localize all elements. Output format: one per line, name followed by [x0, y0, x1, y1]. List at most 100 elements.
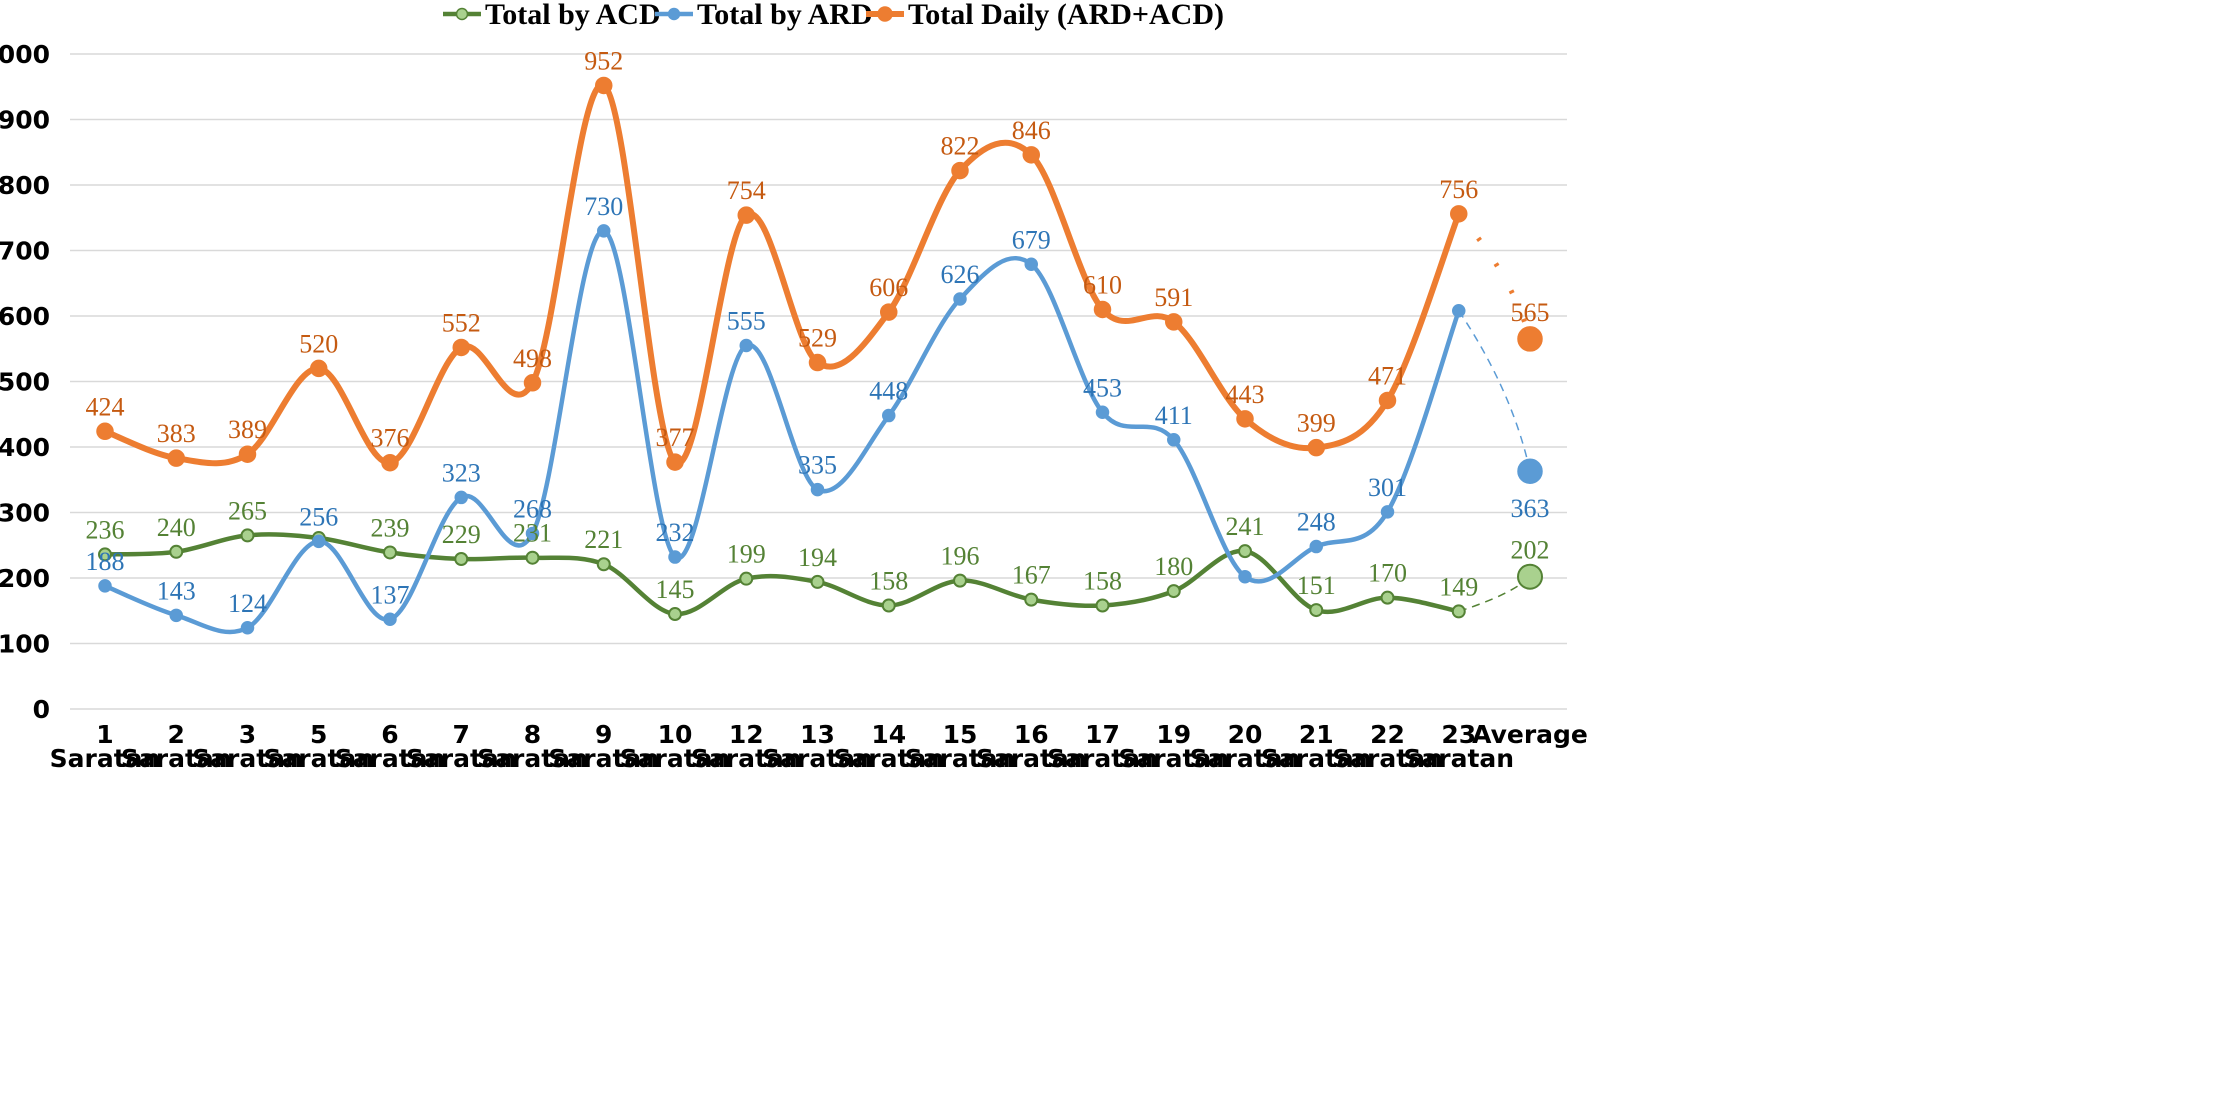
- data-label-total-by-acd: 170: [1368, 559, 1407, 588]
- data-point-total-daily-ard-acd: [1236, 410, 1254, 428]
- data-label-total-by-acd: 196: [941, 542, 980, 571]
- data-point-total-by-ard: [953, 292, 967, 306]
- data-point-total-daily-ard-acd: [1022, 146, 1040, 164]
- data-point-total-by-ard: [597, 224, 611, 238]
- data-labels: 236 240 265 239 229 231 221 145 199 194 158 196 167 1…: [86, 46, 1550, 617]
- data-label-total-daily-ard-acd: 610: [1083, 270, 1122, 299]
- data-label-total-daily-ard-acd: 952: [584, 46, 623, 75]
- x-tick-label-line2: Saratan: [335, 744, 446, 773]
- average-connector-total-by-ard: [1458, 310, 1531, 472]
- data-label-total-by-acd: 202: [1511, 536, 1550, 565]
- x-tick-label-line2: Saratan: [263, 744, 374, 773]
- data-label-total-by-ard: 301: [1368, 473, 1407, 502]
- x-tick-label: 9: [595, 720, 612, 749]
- x-tick-label-line2: Saratan: [477, 744, 588, 773]
- data-label-total-daily-ard-acd: 756: [1439, 175, 1478, 204]
- x-tick-label: 12: [729, 720, 764, 749]
- data-point-total-by-ard: [1024, 257, 1038, 272]
- x-tick-label-line2: Saratan: [1118, 744, 1229, 773]
- data-label-total-by-ard: 411: [1155, 401, 1193, 430]
- data-label-total-by-ard: 730: [584, 192, 623, 221]
- data-label-total-daily-ard-acd: 822: [941, 132, 980, 161]
- data-point-total-by-acd: [739, 571, 754, 586]
- x-tick-label: 3: [239, 720, 256, 749]
- x-tick-label: 20: [1228, 720, 1263, 749]
- data-label-total-by-acd: 240: [157, 513, 196, 542]
- data-label-total-by-acd: 149: [1439, 572, 1478, 601]
- data-label-total-by-acd: 158: [1083, 567, 1122, 596]
- x-tick-label: 8: [524, 720, 541, 749]
- x-tick-label: 15: [943, 720, 978, 749]
- legend-marker-total-by-ard: [667, 7, 681, 21]
- x-tick-label-line2: Saratan: [762, 744, 873, 773]
- data-label-total-by-ard: 679: [1012, 225, 1051, 254]
- x-tick-label-line2: Saratan: [976, 744, 1087, 773]
- x-tick-label: 10: [658, 720, 693, 749]
- x-tick-label: 7: [453, 720, 470, 749]
- data-point-total-by-ard: [1238, 569, 1252, 584]
- data-point-total-by-acd: [1517, 563, 1543, 590]
- x-tick-label-line2: Saratan: [1190, 744, 1301, 773]
- data-label-total-by-acd: 158: [869, 567, 908, 596]
- y-axis-ticks: 0 100 200 300 400 500 600 700 800 900 1000: [0, 40, 50, 724]
- x-tick-label: 16: [1014, 720, 1049, 749]
- data-point-total-by-acd: [1024, 592, 1039, 607]
- data-label-total-daily-ard-acd: 376: [371, 424, 410, 453]
- data-point-total-by-ard: [240, 621, 255, 635]
- data-point-total-by-acd: [953, 573, 967, 588]
- data-point-total-daily-ard-acd: [808, 353, 827, 372]
- data-label-total-by-acd: 151: [1297, 571, 1336, 600]
- data-label-total-by-acd: 231: [513, 519, 552, 548]
- data-point-total-daily-ard-acd: [1378, 391, 1397, 410]
- legend-label-total-by-ard: Total by ARD: [697, 0, 873, 31]
- x-tick-label: 2: [168, 720, 185, 749]
- data-label-total-daily-ard-acd: 520: [299, 329, 338, 358]
- y-tick-label: 700: [0, 237, 50, 266]
- data-point-total-by-acd: [1309, 603, 1324, 618]
- data-label-total-daily-ard-acd: 498: [513, 344, 552, 373]
- data-point-total-by-acd: [1095, 598, 1110, 613]
- y-tick-label: 500: [0, 368, 50, 397]
- data-point-total-by-ard: [1095, 405, 1110, 420]
- data-point-total-daily-ard-acd: [666, 453, 684, 471]
- data-label-total-by-acd: 221: [584, 525, 623, 554]
- x-tick-label-line2: Saratan: [833, 744, 944, 773]
- data-point-total-by-ard: [525, 526, 540, 541]
- data-point-total-daily-ard-acd: [523, 374, 542, 392]
- x-axis-ticks: 1Saratan2Saratan3Saratan5Saratan6Saratan…: [50, 720, 1588, 773]
- data-point-total-by-acd: [810, 574, 825, 589]
- data-point-total-by-ard: [1517, 458, 1543, 484]
- y-tick-label: 300: [0, 499, 50, 528]
- data-label-total-by-ard: 335: [798, 451, 837, 480]
- data-point-total-by-acd: [596, 557, 611, 572]
- data-point-total-daily-ard-acd: [310, 359, 328, 378]
- data-point-total-daily-ard-acd: [880, 303, 898, 321]
- x-tick-label: 17: [1085, 720, 1120, 749]
- data-point-total-by-ard: [169, 608, 183, 623]
- x-tick-label: 5: [310, 720, 327, 749]
- legend-marker-total-daily-ard-acd: [877, 6, 893, 22]
- x-tick-label: 21: [1299, 720, 1334, 749]
- y-tick-label: 800: [0, 171, 50, 200]
- x-tick-label-line2: Saratan: [691, 744, 802, 773]
- data-label-total-daily-ard-acd: 383: [157, 419, 196, 448]
- x-tick-label-line2: Saratan: [548, 744, 659, 773]
- data-point-total-by-acd: [1380, 590, 1395, 605]
- y-tick-label: 100: [0, 630, 50, 659]
- x-tick-label: Average: [1472, 720, 1588, 749]
- gridlines: [70, 53, 1567, 710]
- data-point-total-by-acd: [169, 544, 184, 559]
- y-tick-label: 400: [0, 433, 50, 462]
- data-point-total-by-acd: [525, 550, 540, 565]
- data-label-total-by-acd: 167: [1012, 561, 1051, 590]
- series-line-total-by-ard: [102, 228, 1462, 635]
- data-point-total-by-ard: [312, 534, 326, 549]
- data-label-total-by-ard: 256: [299, 502, 338, 531]
- data-point-total-by-ard: [1452, 304, 1466, 318]
- data-point-total-by-acd: [881, 598, 896, 613]
- data-label-total-daily-ard-acd: 443: [1226, 380, 1265, 409]
- data-label-total-daily-ard-acd: 565: [1511, 298, 1550, 327]
- series-markers: [96, 76, 1543, 635]
- data-label-total-by-ard: 453: [1083, 373, 1122, 402]
